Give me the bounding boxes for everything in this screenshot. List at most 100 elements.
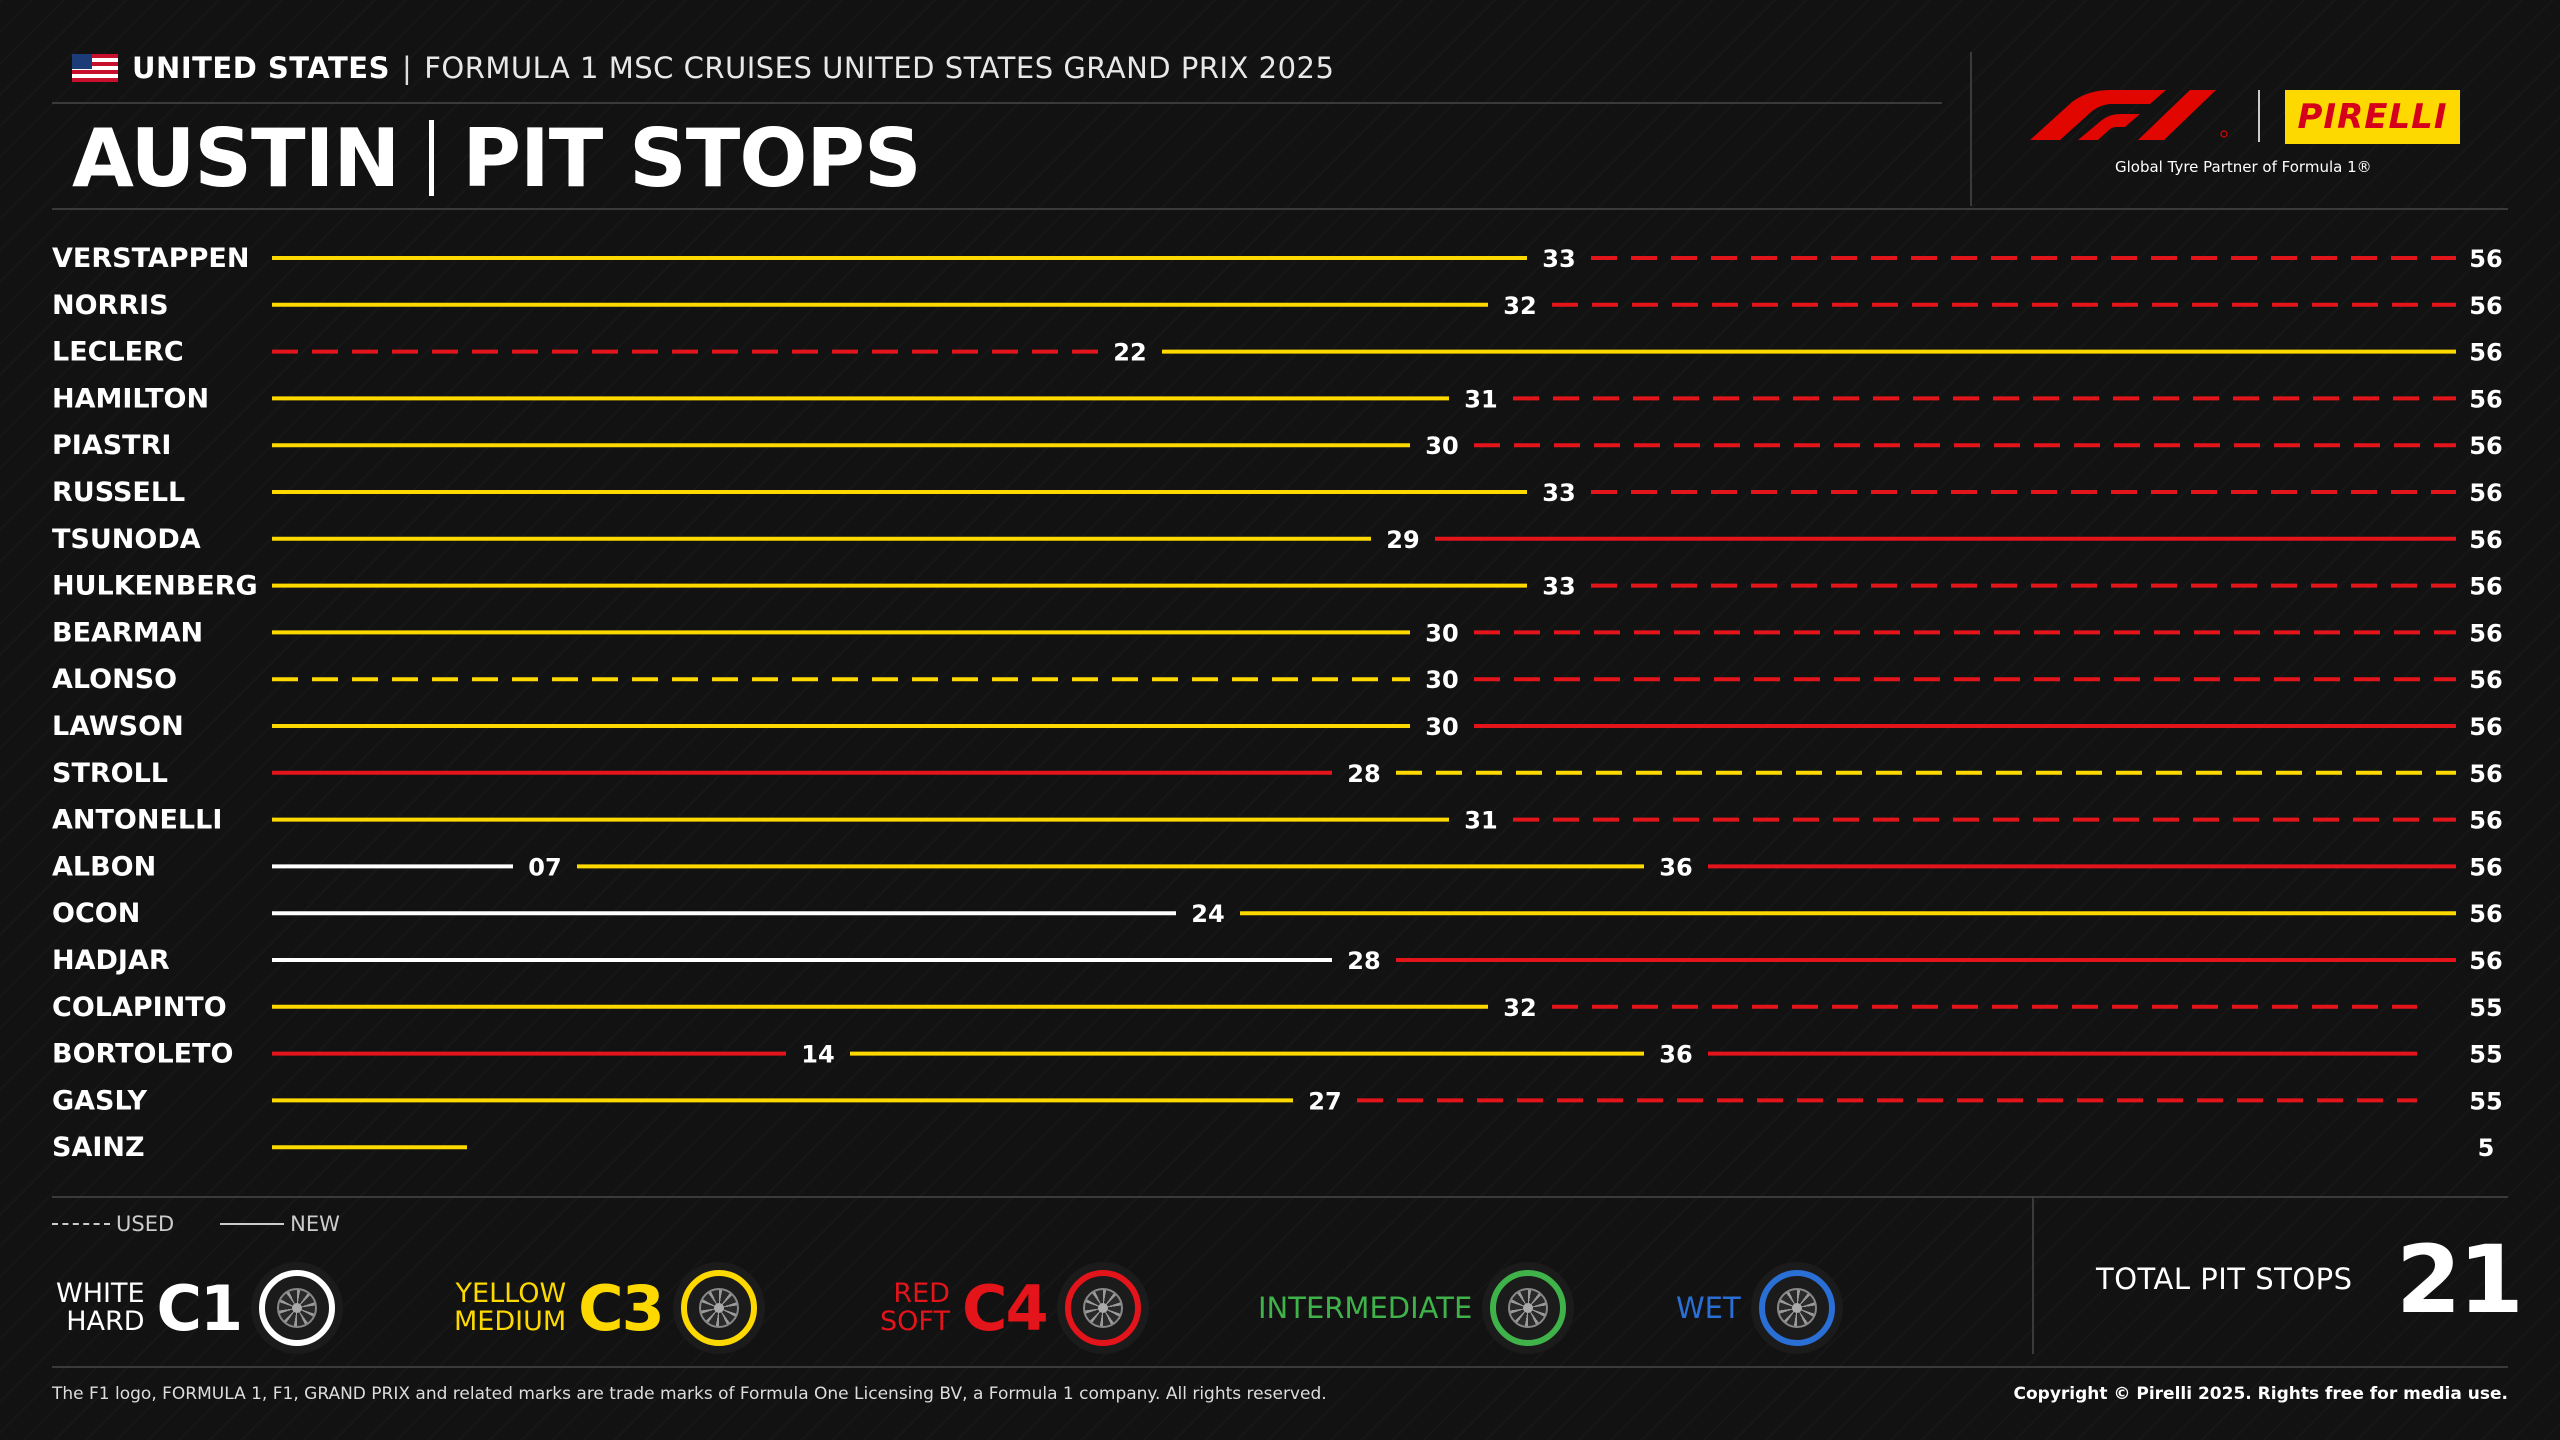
lap-label: 56 — [2469, 713, 2502, 741]
lap-label: 56 — [2469, 385, 2502, 413]
legend-divider — [52, 1196, 2508, 1198]
lap-label: 36 — [1659, 1041, 1692, 1069]
lap-label: 56 — [2469, 479, 2502, 507]
hard-tyre-icon — [251, 1262, 344, 1354]
total-separator — [2032, 1198, 2034, 1354]
footer-divider — [52, 1366, 2508, 1368]
driver-name: VERSTAPPEN — [52, 243, 249, 274]
compound-hard: WHITE HARD C1 — [56, 1262, 344, 1354]
driver-name: ALONSO — [52, 664, 177, 695]
lap-label: 56 — [2469, 292, 2502, 320]
wet-label: WET — [1676, 1291, 1741, 1325]
logo-divider — [2258, 90, 2260, 142]
total-pit-stops-value: 21 — [2396, 1226, 2524, 1335]
event-separator: | — [401, 51, 413, 85]
lap-label: 36 — [1659, 853, 1692, 881]
lap-label: 28 — [1347, 947, 1380, 975]
hard-colour-label: WHITE — [56, 1278, 145, 1309]
lap-label: 5 — [2478, 1134, 2495, 1162]
new-label: NEW — [290, 1212, 340, 1236]
driver-name: ANTONELLI — [52, 805, 222, 836]
medium-colour-label: YELLOW — [455, 1278, 567, 1309]
lap-label: 56 — [2469, 853, 2502, 881]
lap-label: 55 — [2469, 1041, 2502, 1069]
lap-label: 56 — [2469, 573, 2502, 601]
used-dash-swatch — [52, 1223, 110, 1225]
brand-logos: PIRELLI Global Tyre Partner of Formula 1… — [2020, 86, 2460, 186]
intermediate-tyre-icon — [1482, 1262, 1575, 1354]
hard-name-label: HARD — [66, 1306, 145, 1337]
driver-name: SAINZ — [52, 1132, 145, 1163]
copyright-notice: Copyright © Pirelli 2025. Rights free fo… — [2013, 1384, 2508, 1404]
trademark-disclaimer: The F1 logo, FORMULA 1, F1, GRAND PRIX a… — [52, 1384, 1327, 1404]
logo-separator — [1970, 52, 1972, 206]
lap-label: 56 — [2469, 760, 2502, 788]
driver-name: OCON — [52, 898, 140, 929]
lap-label: 29 — [1386, 526, 1419, 554]
driver-name: HULKENBERG — [52, 571, 258, 602]
driver-name: TSUNODA — [52, 524, 201, 555]
title-topic: PIT STOPS — [462, 111, 921, 205]
lap-label: 31 — [1464, 807, 1497, 835]
hard-code: C1 — [156, 1271, 244, 1345]
soft-code: C4 — [961, 1271, 1049, 1345]
driver-name: NORRIS — [52, 290, 169, 321]
driver-name: COLAPINTO — [52, 992, 227, 1023]
lap-label: 56 — [2469, 245, 2502, 273]
title-city: AUSTIN — [72, 111, 400, 205]
pirelli-logo: PIRELLI — [2285, 90, 2460, 144]
driver-name: LAWSON — [52, 711, 184, 742]
event-name: FORMULA 1 MSC CRUISES UNITED STATES GRAN… — [424, 51, 1335, 85]
compound-wet: WET — [1676, 1262, 1843, 1354]
title-divider — [429, 120, 435, 196]
lap-label: 28 — [1347, 760, 1380, 788]
compound-medium: YELLOW MEDIUM C3 — [454, 1262, 765, 1354]
lap-label: 55 — [2469, 1087, 2502, 1115]
page-title: AUSTIN PIT STOPS — [72, 108, 922, 208]
compound-soft: RED SOFT C4 — [880, 1262, 1149, 1354]
intermediate-label: INTERMEDIATE — [1258, 1291, 1473, 1325]
soft-colour-label: RED — [893, 1278, 950, 1309]
header-divider — [52, 208, 2508, 210]
lap-label: 33 — [1542, 245, 1575, 273]
event-bar: UNITED STATES | FORMULA 1 MSC CRUISES UN… — [72, 50, 1334, 86]
driver-name: STROLL — [52, 758, 168, 789]
driver-name: RUSSELL — [52, 477, 185, 508]
lap-label: 56 — [2469, 900, 2502, 928]
lap-label: 24 — [1191, 900, 1224, 928]
total-pit-stops-label: TOTAL PIT STOPS — [2096, 1262, 2353, 1296]
lap-label: 30 — [1425, 432, 1458, 460]
driver-name: GASLY — [52, 1085, 148, 1116]
pirelli-wordmark: PIRELLI — [2297, 97, 2448, 137]
driver-name: BEARMAN — [52, 617, 203, 648]
lap-label: 30 — [1425, 619, 1458, 647]
lap-label: 33 — [1542, 479, 1575, 507]
lap-label: 56 — [2469, 432, 2502, 460]
lap-label: 30 — [1425, 713, 1458, 741]
driver-name: LECLERC — [52, 337, 184, 368]
lap-label: 07 — [528, 853, 561, 881]
driver-name: PIASTRI — [52, 430, 171, 461]
driver-name: ALBON — [52, 851, 156, 882]
country-name: UNITED STATES — [132, 51, 390, 85]
compound-intermediate: INTERMEDIATE — [1258, 1262, 1575, 1354]
medium-code: C3 — [578, 1271, 665, 1345]
lap-label: 56 — [2469, 619, 2502, 647]
lap-label: 56 — [2469, 526, 2502, 554]
used-label: USED — [116, 1212, 175, 1236]
lap-label: 30 — [1425, 666, 1458, 694]
line-style-legend: USED NEW — [52, 1212, 340, 1236]
lap-label: 55 — [2469, 994, 2502, 1022]
lap-label: 32 — [1503, 994, 1536, 1022]
lap-label: 56 — [2469, 339, 2502, 367]
pit-stop-chart: VERSTAPPEN 33 56 NORRIS 32 56 LECLERC 22 56 HAMIL… — [52, 243, 2503, 1163]
driver-name: HADJAR — [52, 945, 170, 976]
lap-label: 56 — [2469, 666, 2502, 694]
lap-label: 33 — [1542, 573, 1575, 601]
lap-label: 27 — [1308, 1087, 1341, 1115]
medium-name-label: MEDIUM — [454, 1306, 567, 1337]
driver-name: BORTOLETO — [52, 1039, 234, 1070]
lap-label: 31 — [1464, 385, 1497, 413]
soft-tyre-icon — [1056, 1262, 1149, 1354]
driver-name: HAMILTON — [52, 383, 209, 414]
